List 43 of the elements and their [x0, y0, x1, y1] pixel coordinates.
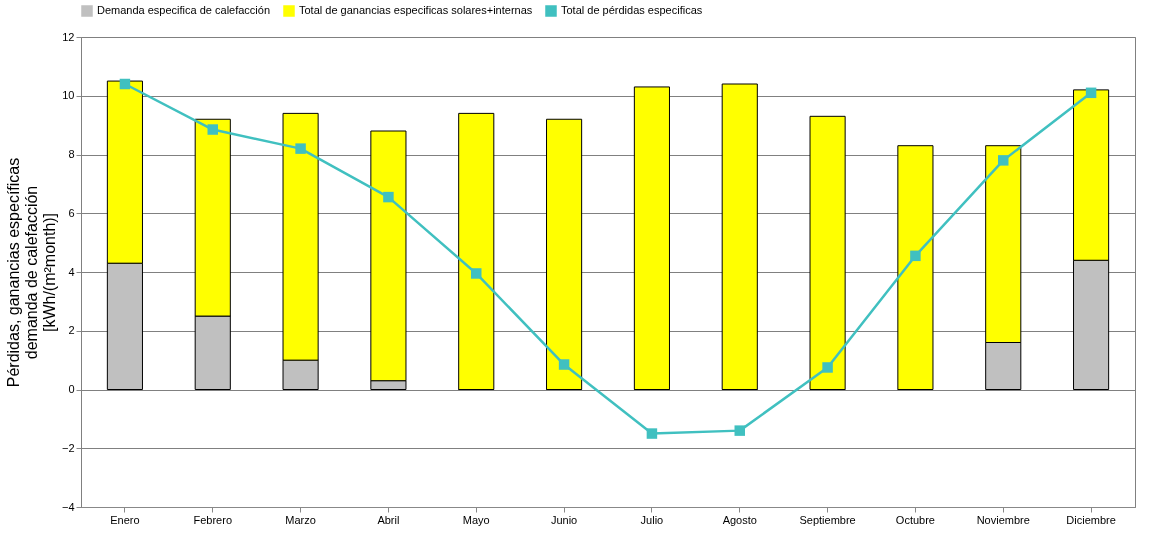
x-tick-label: Octubre	[895, 513, 935, 526]
x-tick-label: Febrero	[193, 513, 233, 526]
y-tick-label: 4	[68, 265, 75, 278]
y-tick-label: 6	[68, 206, 75, 219]
x-tick-label: Diciembre	[1066, 513, 1116, 526]
y-axis-title: Pérdidas, ganancias específicas demanda de calefacción [kWh/(m²month)]	[4, 157, 58, 388]
legend-label: Total de pérdidas especificas	[561, 4, 703, 16]
point	[998, 155, 1009, 166]
x-tick-label: Marzo	[285, 513, 316, 526]
point	[646, 428, 658, 439]
x-tick-label: Enero	[110, 513, 140, 526]
bar	[721, 83, 758, 390]
bar	[458, 112, 495, 390]
x-tick-label: Agosto	[722, 513, 757, 526]
y-tick-label: 12	[62, 30, 75, 43]
y-tick-label: −2	[61, 441, 75, 454]
bar	[633, 86, 670, 390]
legend-label: Demanda especifica de calefacción	[97, 4, 271, 16]
x-tick-label: Mayo	[462, 513, 490, 526]
point	[471, 268, 482, 279]
y-tick-label: −4	[61, 500, 75, 513]
point	[119, 78, 131, 90]
bar	[546, 118, 583, 390]
y-tick-label: 2	[68, 324, 75, 337]
x-tick-label: Septiembre	[799, 513, 856, 526]
point	[558, 359, 570, 370]
point	[295, 143, 306, 154]
point	[822, 362, 833, 373]
point	[207, 124, 218, 135]
y-tick-label: 0	[68, 383, 75, 395]
x-tick-label: Junio	[550, 513, 578, 526]
point	[734, 425, 745, 436]
point	[910, 250, 921, 262]
legend-label: Total de ganancias especificas solares+internas	[299, 4, 533, 16]
y-tick-label: 10	[62, 89, 75, 102]
bar	[897, 145, 934, 390]
x-tick-label: Noviembre	[976, 513, 1030, 526]
point	[1085, 87, 1097, 99]
bar	[809, 115, 846, 390]
x-tick-label: Abril	[377, 513, 400, 526]
y-tick-label: 8	[68, 148, 75, 160]
point	[383, 191, 394, 203]
x-tick-label: Julio	[640, 513, 664, 526]
